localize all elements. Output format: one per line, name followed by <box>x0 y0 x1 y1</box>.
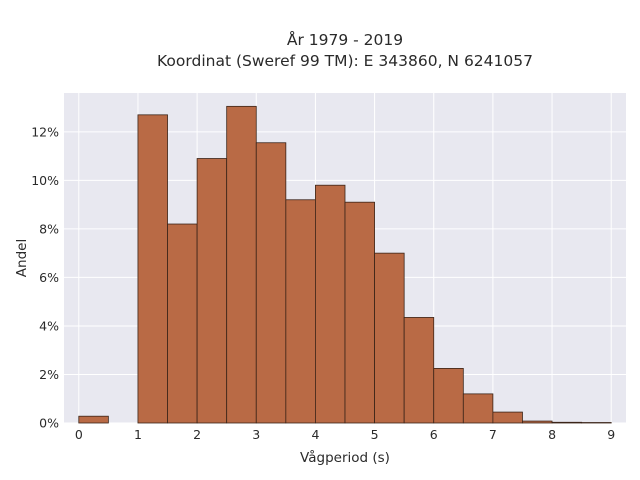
histogram-bar <box>374 252 405 424</box>
x-tick-label: 2 <box>193 427 201 442</box>
y-tick-labels: 0% 2% 4% 6% 8% 10% 12% <box>31 124 59 430</box>
x-axis-label: Vågperiod (s) <box>300 449 390 466</box>
histogram-bar <box>255 142 287 424</box>
histogram-bar <box>551 421 583 424</box>
histogram-bar <box>137 114 168 424</box>
x-tick-label: 4 <box>311 427 319 442</box>
histogram-bar <box>285 199 316 424</box>
histogram-bar <box>167 223 198 424</box>
x-tick-label: 1 <box>134 427 142 442</box>
y-tick-label: 8% <box>39 221 59 236</box>
histogram-bar <box>492 411 523 424</box>
chart-title-line-2: Koordinat (Sweref 99 TM): E 343860, N 62… <box>157 52 533 70</box>
x-tick-labels: 0 1 2 3 4 5 6 7 8 9 <box>75 427 615 442</box>
histogram-bar <box>196 158 228 424</box>
histogram-bar <box>315 184 346 424</box>
x-tick-label: 7 <box>489 427 497 442</box>
x-tick-label: 8 <box>548 427 556 442</box>
x-tick-label: 0 <box>75 427 83 442</box>
histogram-bar <box>226 105 257 424</box>
y-tick-label: 10% <box>31 173 59 188</box>
x-tick-label: 6 <box>430 427 438 442</box>
bars-group <box>78 105 612 424</box>
y-tick-label: 0% <box>39 416 59 431</box>
y-tick-label: 6% <box>39 270 59 285</box>
x-tick-label: 5 <box>371 427 379 442</box>
y-tick-label: 2% <box>39 367 59 382</box>
y-tick-label: 4% <box>39 318 59 333</box>
x-tick-label: 3 <box>252 427 260 442</box>
histogram-bar <box>433 368 464 424</box>
y-axis-label: Andel <box>14 239 30 277</box>
histogram-bar <box>403 317 435 424</box>
histogram-bar <box>78 415 109 424</box>
y-tick-label: 12% <box>31 124 59 139</box>
histogram-bar <box>344 201 375 424</box>
x-tick-label: 9 <box>607 427 615 442</box>
chart-title-line-1: År 1979 - 2019 <box>287 30 403 49</box>
histogram-bar <box>522 420 553 424</box>
histogram-bar <box>462 393 494 424</box>
